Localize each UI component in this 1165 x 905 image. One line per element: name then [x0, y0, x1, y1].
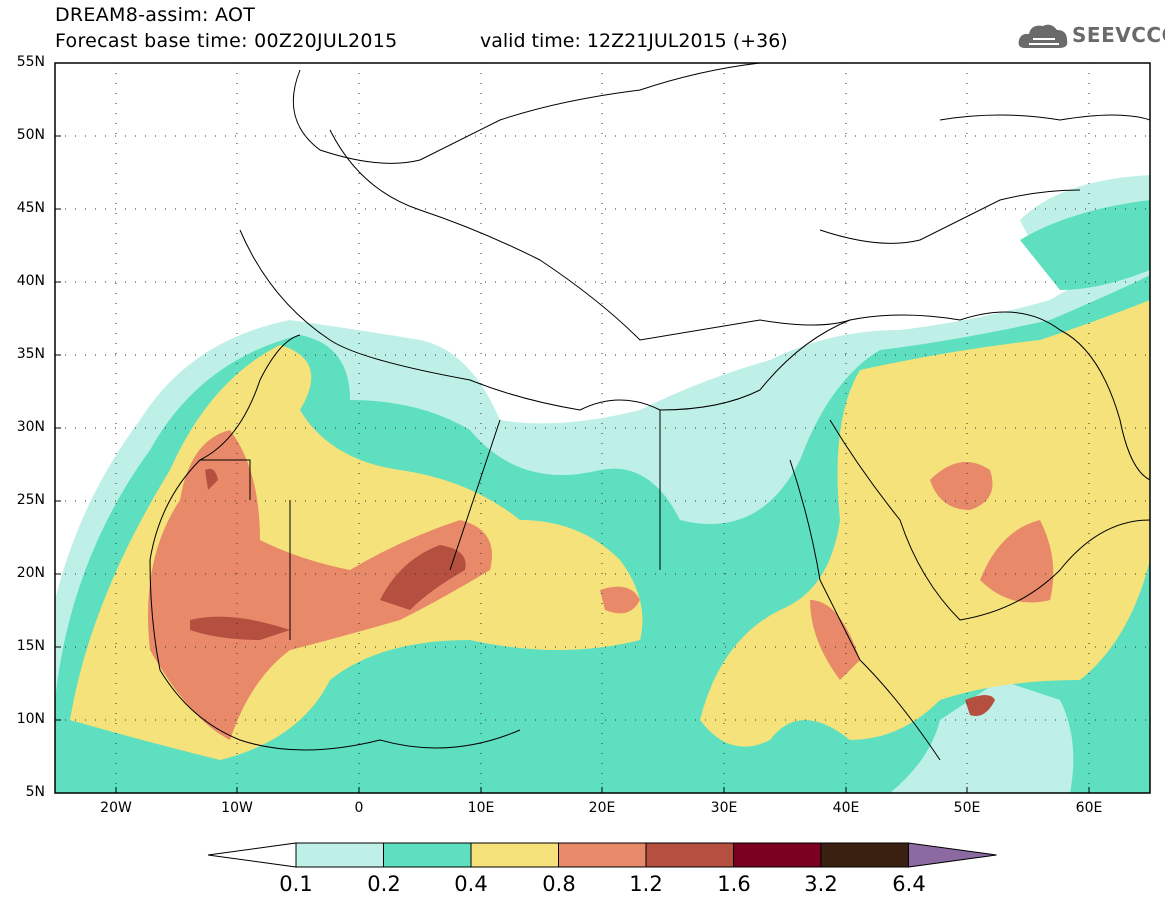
- colorbar-arrow-high: [908, 842, 997, 868]
- lat-label: 5N: [25, 784, 45, 800]
- lat-label: 40N: [16, 273, 45, 289]
- logo-text: SEEVCCC: [1072, 23, 1165, 47]
- coastlines: [149, 62, 1151, 761]
- aot-contour-0.8: [148, 430, 492, 740]
- lon-label: 0: [354, 800, 364, 816]
- colorbar-swatch: [295, 842, 384, 868]
- colorbar-label: 1.6: [717, 872, 751, 896]
- aot-contour-1.2: [380, 545, 466, 610]
- lat-label: 50N: [16, 127, 45, 143]
- lon-label: 60E: [1075, 800, 1103, 816]
- colorbar-label: 0.4: [454, 872, 488, 896]
- lon-label: 20W: [100, 800, 132, 816]
- colorbar-swatch: [470, 842, 559, 868]
- lon-label: 20E: [588, 800, 616, 816]
- colorbar-swatch: [733, 842, 822, 868]
- valid-time: valid time: 12Z21JUL2015 (+36): [480, 30, 788, 52]
- lon-label: 30E: [710, 800, 738, 816]
- colorbar-swatch: [820, 842, 909, 868]
- lat-label: 55N: [16, 54, 45, 70]
- colorbar-swatch: [383, 842, 472, 868]
- forecast-base-time: Forecast base time: 00Z20JUL2015: [55, 30, 398, 52]
- colorbar-swatch: [558, 842, 647, 868]
- colorbar-label: 0.1: [279, 872, 313, 896]
- lat-label: 45N: [16, 200, 45, 216]
- lat-label: 10N: [16, 711, 45, 727]
- map-title: DREAM8-assim: AOT: [55, 4, 256, 26]
- lon-label: 10E: [467, 800, 495, 816]
- colorbar-label: 3.2: [804, 872, 838, 896]
- lon-label: 50E: [953, 800, 981, 816]
- colorbar-label: 0.8: [542, 872, 576, 896]
- lon-label: 10W: [221, 800, 253, 816]
- lat-label: 15N: [16, 638, 45, 654]
- lon-label: 40E: [832, 800, 860, 816]
- lat-label: 25N: [16, 492, 45, 508]
- lat-label: 35N: [16, 346, 45, 362]
- colorbar-label: 6.4: [892, 872, 926, 896]
- lat-label: 20N: [16, 565, 45, 581]
- colorbar-arrow-low: [207, 842, 297, 868]
- colorbar-label: 1.2: [629, 872, 663, 896]
- cloud-icon: [1018, 24, 1068, 48]
- lat-label: 30N: [16, 419, 45, 435]
- colorbar-label: 0.2: [367, 872, 401, 896]
- colorbar-swatch: [645, 842, 734, 868]
